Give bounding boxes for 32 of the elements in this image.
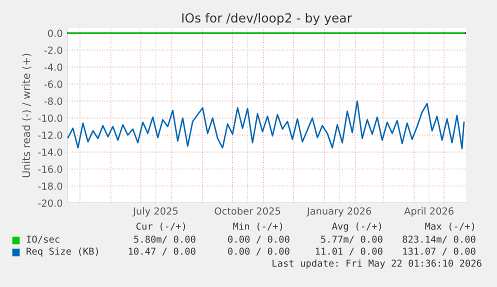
y-tick-label: -2.0 bbox=[44, 46, 62, 54]
y-tick-label: -8.0 bbox=[44, 98, 62, 105]
y-tick-label: -4.0 bbox=[44, 64, 62, 71]
y-tick-label: -10.0 bbox=[38, 114, 62, 122]
legend-label: IO/sec bbox=[26, 236, 60, 244]
text: 0.00 / 0.00 bbox=[228, 248, 290, 256]
text: 11.01 / 0.00 bbox=[316, 248, 382, 256]
text: Last update: Fri May 22 01:36:10 2026 bbox=[272, 259, 482, 269]
y-axis-title: Units read (-) / write (+) bbox=[22, 54, 32, 178]
text: 5.80m/ 0.00 bbox=[134, 236, 196, 244]
legend-label: Req Size (KB) bbox=[26, 247, 98, 257]
text: Min (-/+) bbox=[233, 222, 282, 231]
y-tick-label: -18.0 bbox=[38, 182, 62, 190]
text: 0.00 / 0.00 bbox=[228, 236, 290, 244]
text: 10.47 / 0.00 bbox=[128, 248, 196, 256]
y-tick-label: -14.0 bbox=[38, 148, 62, 156]
y-tick-label: -12.0 bbox=[38, 132, 62, 139]
y-tick-label: -20.0 bbox=[38, 199, 62, 207]
y-tick-label: -16.0 bbox=[38, 165, 62, 173]
text: 131.07 / 0.00 bbox=[403, 248, 476, 256]
text: Cur (-/+) bbox=[136, 222, 186, 231]
x-tick-label: July 2025 bbox=[132, 207, 178, 217]
y-tick-label: -6.0 bbox=[44, 80, 62, 88]
text: Max (-/+) bbox=[425, 222, 474, 231]
x-tick-label: January 2026 bbox=[306, 207, 372, 217]
chart-title: IOs for /dev/loop2 - by year bbox=[182, 12, 352, 26]
text: Avg (-/+) bbox=[332, 222, 382, 232]
text: 823.14m/ 0.00 bbox=[402, 236, 476, 244]
y-tick-label: 0.0 bbox=[48, 30, 62, 37]
x-tick-label: April 2026 bbox=[404, 207, 454, 217]
text: 5.77m/ 0.00 bbox=[321, 236, 382, 244]
x-tick-label: October 2025 bbox=[214, 207, 280, 215]
